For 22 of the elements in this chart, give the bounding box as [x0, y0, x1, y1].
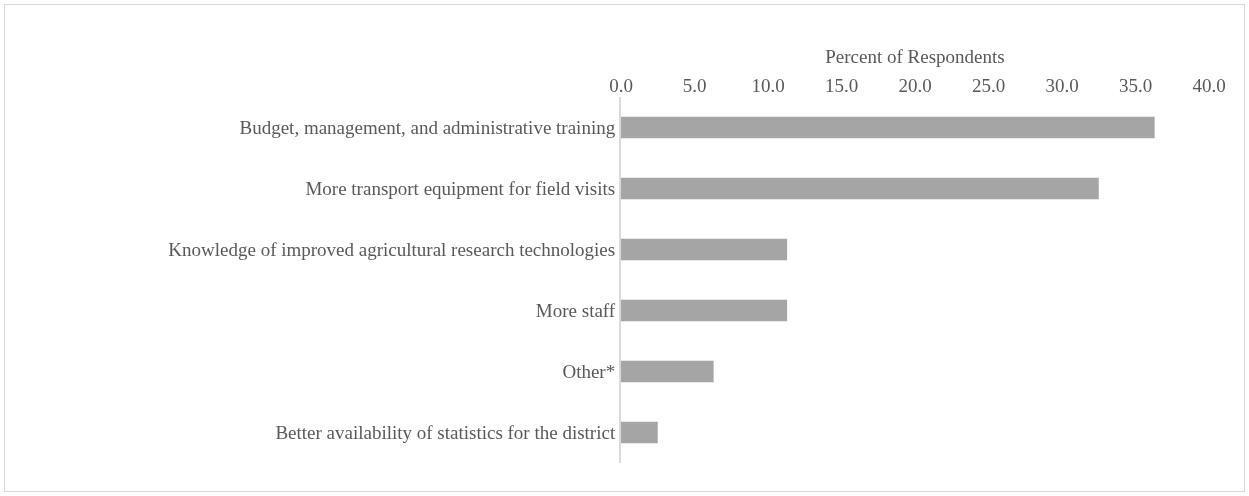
bar [621, 360, 714, 383]
y-tick-label: Better availability of statistics for the district [275, 422, 616, 444]
x-tick-label: 5.0 [682, 75, 707, 97]
x-tick-label: 15.0 [824, 75, 859, 97]
x-tick-label: 25.0 [971, 75, 1006, 97]
y-tick-label: Budget, management, and administrative training [239, 117, 616, 139]
x-tick-label: 20.0 [898, 75, 932, 97]
bar [621, 116, 1155, 139]
bar [621, 421, 658, 444]
bar [621, 177, 1099, 200]
bar [621, 299, 788, 322]
y-tick-label: More transport equipment for field visits [305, 178, 616, 200]
x-tick-label: 35.0 [1118, 75, 1153, 97]
y-tick-label: More staff [535, 300, 616, 322]
x-tick-label: 0.0 [609, 75, 633, 97]
x-tick-label: 40.0 [1192, 75, 1226, 97]
x-tick-label: 10.0 [751, 75, 785, 97]
x-axis-title: Percent of Respondents [825, 46, 1005, 68]
bar [621, 238, 788, 261]
y-tick-label: Other* [562, 361, 616, 383]
y-tick-label: Knowledge of improved agricultural research technologies [168, 239, 616, 261]
x-tick-label: 30.0 [1045, 75, 1079, 97]
